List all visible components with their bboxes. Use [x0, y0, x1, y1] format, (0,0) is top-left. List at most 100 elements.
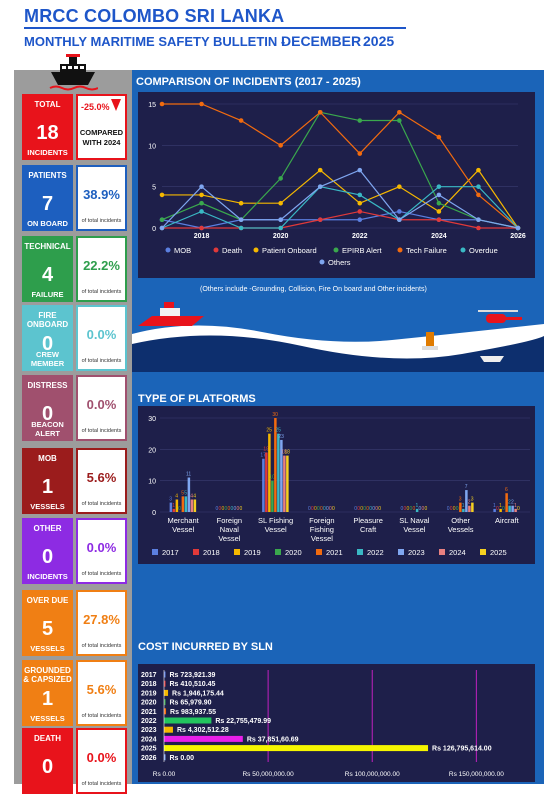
bar-label: 17 [260, 453, 266, 459]
data-point [317, 217, 323, 223]
legend-label: 2022 [367, 548, 384, 557]
bar-label: 0 [221, 506, 224, 512]
data-point [436, 192, 442, 198]
card-percent-value: 0.0% [86, 397, 117, 412]
x-tick-label: Rs 50,000,000.00 [242, 771, 294, 778]
data-point [436, 209, 442, 214]
data-point [476, 192, 481, 198]
bar-label: 2 [468, 500, 471, 506]
card-count: 0 [41, 403, 54, 425]
cost-bar [164, 708, 167, 715]
year-label: 2026 [141, 755, 157, 762]
bar-label: 0 [357, 506, 360, 512]
card-caption: ON BOARD [27, 219, 68, 228]
card-percent-5: of total incidents 5.6% [76, 448, 127, 514]
card-label-6: OTHER 0 INCIDENTS [22, 518, 73, 584]
card-percent-value: 22.2% [83, 258, 120, 273]
series-line-death [162, 210, 518, 229]
card-count: 1 [41, 476, 54, 498]
bar-label: 0 [218, 506, 221, 512]
card-note: of total incidents [81, 358, 122, 364]
bar-label: 0 [236, 506, 239, 512]
data-point [278, 225, 283, 231]
category-label: Other [451, 516, 470, 525]
data-point [238, 118, 244, 123]
bar-label: 19 [263, 446, 269, 452]
data-point [159, 101, 165, 107]
cost-bar [164, 680, 166, 687]
year-label: 2025 [141, 746, 157, 753]
card-percent-0: COMPARED WITH 2024 -25.0% [76, 94, 127, 160]
card-caption: BEACON ALERT [31, 420, 64, 438]
category-label: Pleasure [353, 516, 383, 525]
data-point [199, 101, 204, 107]
bar-label: 0 [496, 506, 499, 512]
value-label: Rs 126,795,614.00 [432, 746, 492, 753]
bar-label: 0 [375, 506, 378, 512]
data-point [278, 143, 283, 148]
card-percent-value: -25.0% [81, 102, 110, 112]
small-boat-icon [480, 356, 504, 362]
bar [468, 505, 471, 512]
bar-label: 0 [323, 506, 326, 512]
card-count: 0 [41, 333, 54, 355]
value-label: Rs 0.00 [170, 755, 195, 762]
x-tick-label: 2022 [352, 233, 368, 240]
bar-label: 18 [281, 450, 287, 456]
y-tick-label: 5 [152, 185, 156, 192]
rescue-boat-icon [138, 302, 204, 326]
bar-label: 0 [406, 506, 409, 512]
year-label: 2021 [141, 709, 157, 716]
value-label: Rs 65,979.90 [170, 700, 212, 707]
bar-label: 6 [505, 487, 508, 493]
category-label: Aircraft [495, 516, 520, 525]
bar-label: 0 [447, 506, 450, 512]
buoy-icon [422, 332, 438, 350]
bar [471, 502, 474, 512]
legend-marker [275, 549, 281, 555]
bar-label: 0 [456, 506, 459, 512]
legend-marker [316, 549, 322, 555]
bar-label: 11 [186, 472, 191, 478]
year-label: 2024 [141, 736, 157, 743]
bar-label: 0 [332, 506, 335, 512]
card-label-7: OVER DUE 5 VESSELS [22, 590, 73, 656]
card-label-3: FIRE ONBOARD 0 CREW MEMBER [22, 305, 73, 371]
card-count: 4 [41, 264, 54, 286]
bar-label: 1 [462, 503, 465, 509]
card-note: of total incidents [81, 571, 122, 577]
bar [283, 455, 286, 512]
bar [190, 499, 194, 512]
bar [187, 477, 191, 512]
data-point [317, 109, 323, 115]
bar-label: 0 [326, 506, 329, 512]
category-label: Vessel [172, 525, 194, 534]
bar-label: 1 [514, 503, 517, 509]
card-count: 0 [41, 546, 54, 568]
category-label: Vessel [218, 534, 240, 543]
card-title: FIRE ONBOARD [26, 311, 69, 329]
card-label-2: TECHNICAL 4 FAILURE [22, 236, 73, 302]
category-label: Vessel [265, 525, 287, 534]
data-point [278, 176, 283, 181]
bulletin-title: MRCC COLOMBO SRI LANKA [24, 6, 285, 26]
bar [514, 508, 517, 512]
card-note: of total incidents [81, 501, 122, 507]
card-caption: VESSELS [30, 644, 65, 653]
bar-label: 0 [372, 506, 375, 512]
card-percent-1: of total incidents 38.9% [76, 165, 127, 231]
x-tick-label: Rs 100,000,000.00 [345, 771, 400, 778]
card-note: of total incidents [81, 781, 122, 787]
bar [499, 508, 502, 512]
legend-marker [397, 247, 403, 253]
y-tick-label: 10 [148, 479, 156, 486]
card-percent-3: of total incidents 0.0% [76, 305, 127, 371]
bar [193, 499, 197, 512]
value-label: Rs 723,921.39 [170, 672, 216, 679]
bar-label: 25 [275, 428, 281, 434]
legend-label: Patient Onboard [262, 246, 317, 255]
legend-marker [319, 259, 325, 265]
category-label: Vessel [311, 534, 333, 543]
bar-label: 25 [266, 428, 272, 434]
card-caption: INCIDENTS [27, 572, 68, 581]
